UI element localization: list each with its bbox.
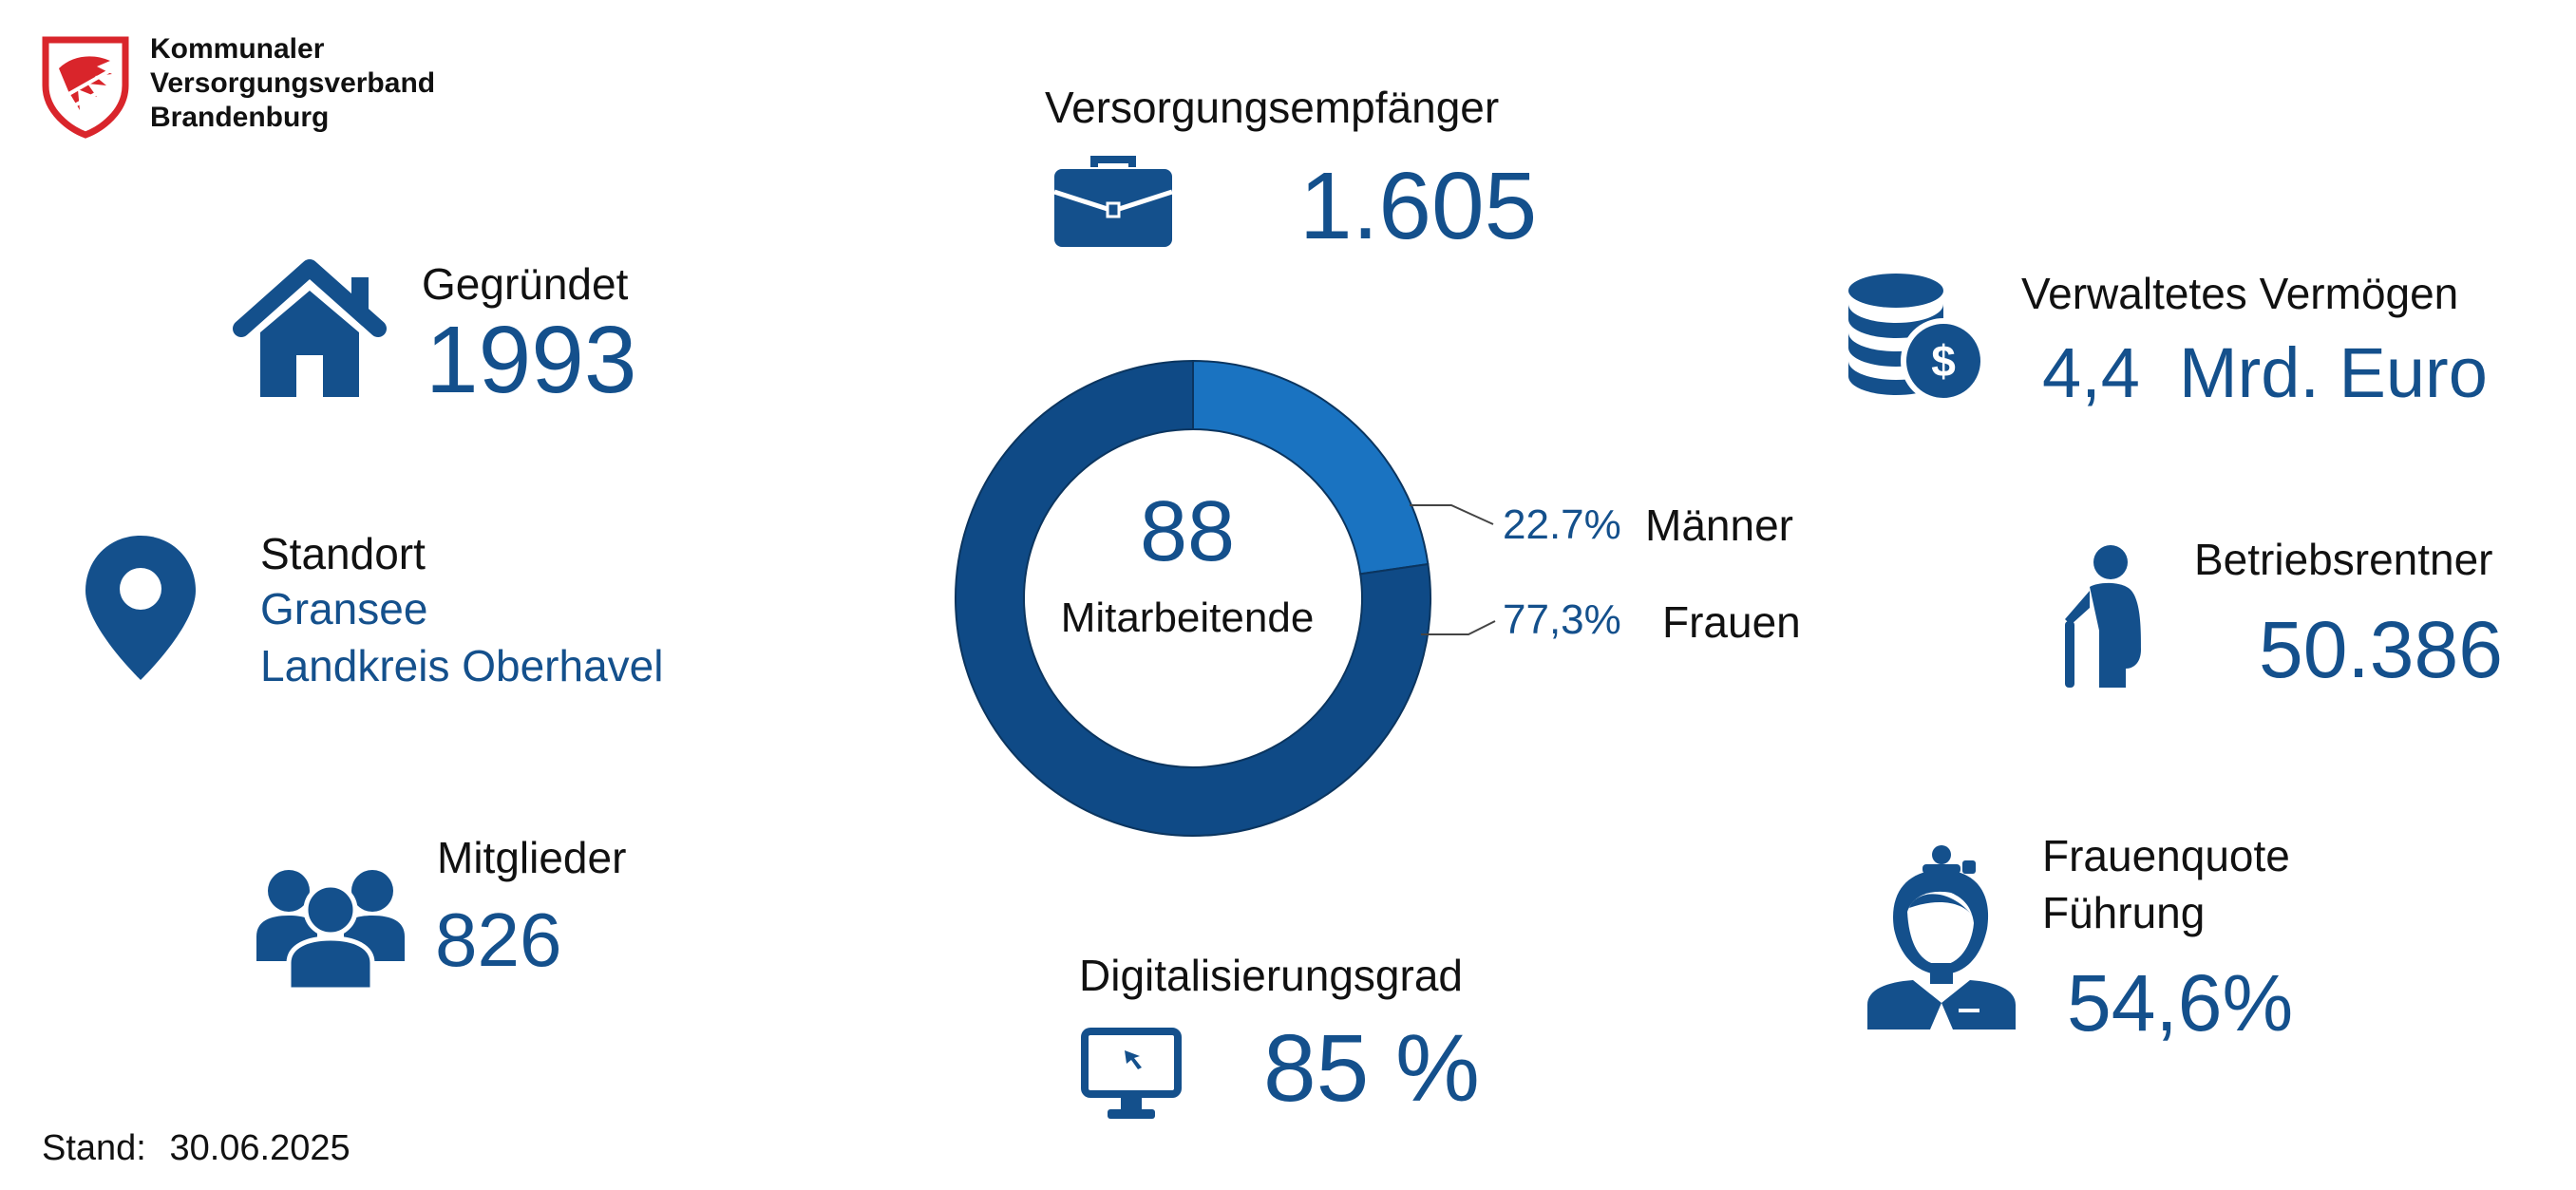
logo-line-1: Kommunaler <box>150 33 325 65</box>
location-town: Gransee <box>260 584 428 633</box>
monitor-icon <box>1081 1028 1182 1123</box>
house-icon <box>232 256 388 399</box>
digital-label: Digitalisierungsgrad <box>1079 951 1463 1000</box>
coins-icon: $ <box>1843 270 1985 403</box>
women-quota-label-2: Führung <box>2042 888 2206 937</box>
logo-line-2: Versorgungsverband <box>150 67 436 99</box>
logo-line-3: Brandenburg <box>150 102 330 133</box>
leader-line-frauen <box>1421 620 1496 635</box>
businesswoman-icon <box>1860 841 2021 1031</box>
leader-line-maenner <box>1410 504 1494 525</box>
donut-slice-frauen <box>954 359 1431 837</box>
donut-center-number: 88 <box>1139 484 1236 579</box>
eagle-shield-icon <box>42 36 129 139</box>
assets-value: 4,4 Mrd. Euro <box>2042 333 2488 412</box>
slice-frauen-name: Frauen <box>1662 597 1801 647</box>
logo-text: Kommunaler Versorgungsverband Brandenbur… <box>150 32 435 135</box>
slice-maenner-name: Männer <box>1645 501 1793 550</box>
pensioners-label: Betriebsrentner <box>2194 535 2493 584</box>
svg-text:$: $ <box>1931 336 1956 386</box>
elderly-person-icon <box>2061 545 2147 688</box>
women-quota-value: 54,6% <box>2067 958 2294 1048</box>
footer-date: 30.06.2025 <box>169 1128 350 1168</box>
logo <box>40 34 131 139</box>
map-pin-icon <box>82 532 199 684</box>
slice-maenner-value: 22.7% <box>1503 501 1621 548</box>
donut-center-label: Mitarbeitende <box>1060 595 1315 641</box>
women-quota-label-1: Frauenquote <box>2042 831 2290 880</box>
donut-center-wrap: 88 Mitarbeitende <box>1045 484 1330 642</box>
people-icon <box>255 866 407 992</box>
donut-slice-maenner <box>1192 359 1430 576</box>
location-district: Landkreis Oberhavel <box>260 641 664 690</box>
digital-value: 85 % <box>1263 1015 1480 1122</box>
pensioners-value: 50.386 <box>2259 605 2503 694</box>
slice-frauen-value: 77,3% <box>1503 596 1621 643</box>
members-value: 826 <box>435 897 562 982</box>
assets-label: Verwaltetes Vermögen <box>2021 269 2459 318</box>
footer-stand: Stand: 30.06.2025 <box>42 1128 350 1169</box>
members-label: Mitglieder <box>437 833 627 882</box>
founded-value: 1993 <box>426 307 637 413</box>
location-label: Standort <box>260 529 426 578</box>
recipients-value: 1.605 <box>1299 153 1538 259</box>
footer-label: Stand: <box>42 1128 146 1168</box>
briefcase-icon <box>1052 154 1174 249</box>
recipients-label: Versorgungsempfänger <box>1045 83 1500 132</box>
founded-label: Gegründet <box>422 259 629 309</box>
